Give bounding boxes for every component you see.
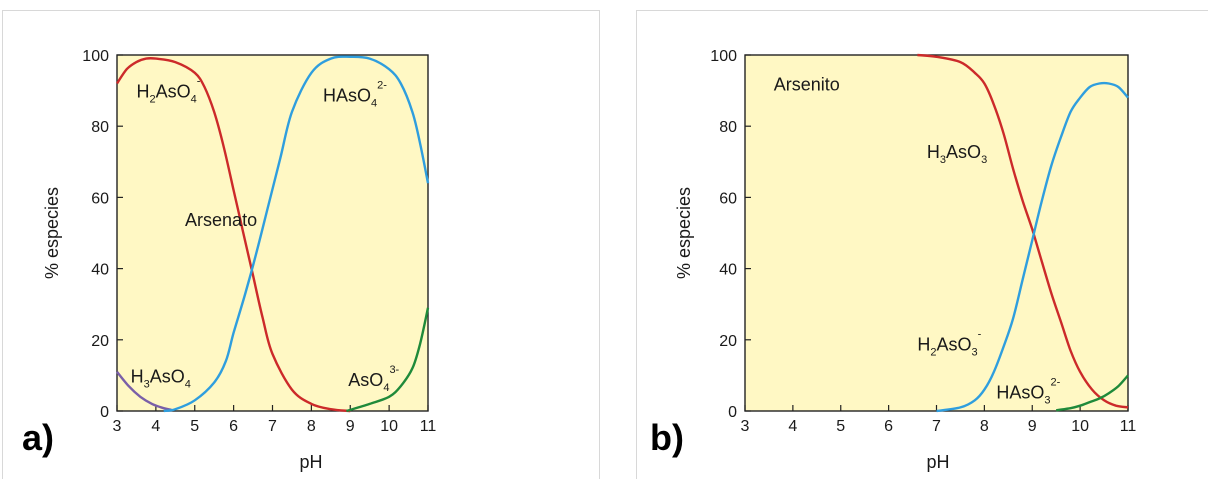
y-tick-label: 40 bbox=[719, 262, 737, 279]
x-axis-label: pH bbox=[299, 452, 322, 472]
x-tick-label: 6 bbox=[229, 418, 238, 435]
x-tick-label: 5 bbox=[836, 418, 845, 435]
x-tick-label: 11 bbox=[420, 418, 437, 435]
series-line-4 bbox=[346, 307, 430, 413]
x-tick-label: 8 bbox=[980, 418, 989, 435]
y-tick-label: 100 bbox=[710, 48, 737, 65]
y-tick-label: 60 bbox=[719, 190, 737, 207]
series-line-3 bbox=[163, 55, 430, 413]
chart-b: 3 4 5 6 7 8 9 10 11 0 20 40 60 80 100 pH % especies Arsen… bbox=[650, 48, 1136, 472]
x-tick-label: 11 bbox=[1120, 418, 1137, 435]
annotation-label: H2​AsO4​-​ bbox=[136, 76, 200, 106]
y-tick-label: 60 bbox=[91, 190, 109, 207]
x-tick-label: 3 bbox=[113, 418, 122, 435]
x-tick-label: 10 bbox=[380, 418, 398, 435]
x-tick-label: 5 bbox=[190, 418, 199, 435]
annotation-label: H3​AsO4​ bbox=[131, 367, 191, 391]
x-tick-label: 9 bbox=[1028, 418, 1037, 435]
annotation-label: H2​AsO3​-​ bbox=[917, 328, 981, 358]
x-axis-label: pH bbox=[926, 452, 949, 472]
panel-label: b) bbox=[650, 417, 684, 458]
x-tick-label: 7 bbox=[932, 418, 941, 435]
series-line-2 bbox=[115, 56, 351, 413]
annotation-label: Arsenito bbox=[774, 75, 840, 95]
y-tick-label: 100 bbox=[82, 48, 109, 65]
series-line-2 bbox=[936, 81, 1129, 413]
annotation-label: H3​AsO3​ bbox=[927, 142, 987, 166]
y-tick-label: 0 bbox=[100, 404, 109, 421]
chart-a: 3 4 5 6 7 8 9 10 11 0 20 40 60 80 100 pH % especies Arsen… bbox=[22, 48, 436, 472]
series-line-1 bbox=[917, 53, 1129, 409]
panel-label: a) bbox=[22, 417, 54, 458]
series-line-3 bbox=[1056, 374, 1129, 412]
chart-a-frame bbox=[2, 10, 600, 479]
x-tick-label: 7 bbox=[268, 418, 277, 435]
x-tick-label: 3 bbox=[741, 418, 750, 435]
plot-area bbox=[116, 54, 429, 412]
plot-area bbox=[744, 54, 1129, 412]
x-tick-label: 8 bbox=[307, 418, 316, 435]
y-tick-label: 40 bbox=[91, 262, 109, 279]
series-line-1 bbox=[116, 371, 172, 412]
x-tick-label: 6 bbox=[884, 418, 893, 435]
annotation-label: HAsO3​2-​ bbox=[996, 377, 1060, 407]
x-tick-label: 9 bbox=[346, 418, 355, 435]
y-axis-label: % especies bbox=[42, 187, 62, 279]
y-tick-label: 80 bbox=[91, 119, 109, 136]
annotation-label: HAsO4​2-​ bbox=[323, 79, 387, 109]
annotation-label: AsO4​3-​ bbox=[348, 364, 399, 394]
x-tick-label: 4 bbox=[151, 418, 160, 435]
y-tick-label: 0 bbox=[728, 404, 737, 421]
x-tick-label: 4 bbox=[788, 418, 797, 435]
x-tick-label: 10 bbox=[1071, 418, 1089, 435]
y-tick-label: 80 bbox=[719, 119, 737, 136]
chart-b-frame bbox=[636, 10, 1208, 479]
y-tick-label: 20 bbox=[719, 333, 737, 350]
y-axis-label: % especies bbox=[674, 187, 694, 279]
annotation-label: Arsenato bbox=[185, 210, 257, 230]
y-tick-label: 20 bbox=[91, 333, 109, 350]
